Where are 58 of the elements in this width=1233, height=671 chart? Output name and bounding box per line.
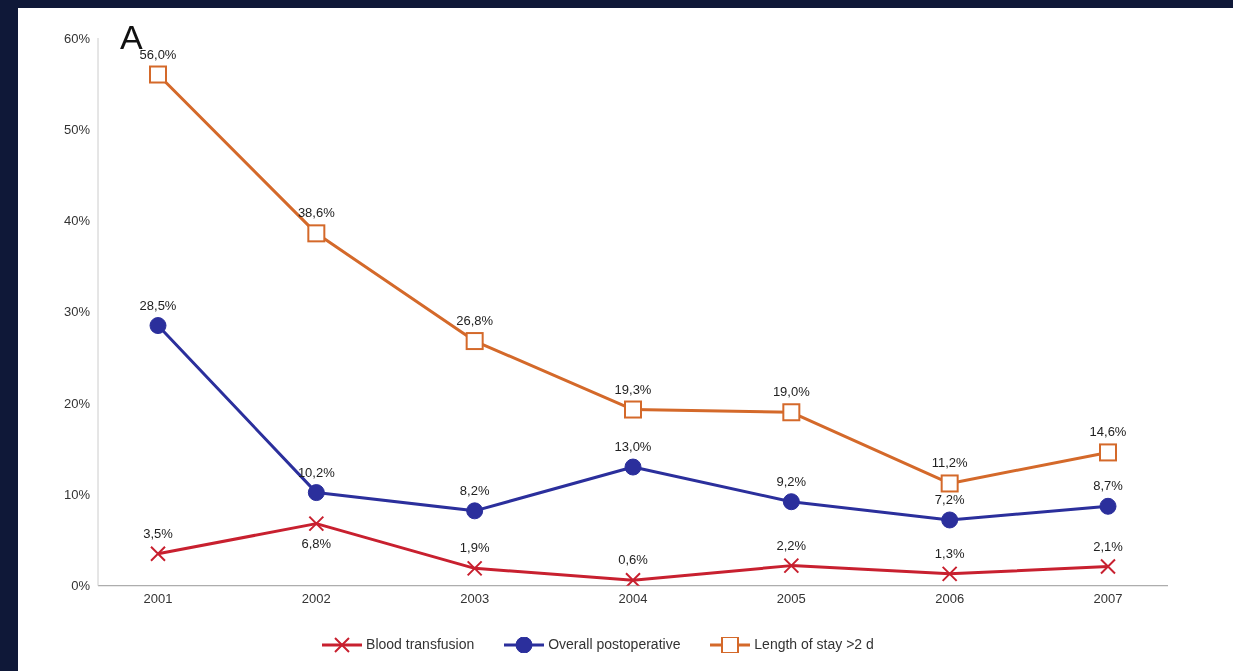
y-tick-label: 60% [63, 30, 91, 46]
data-label: 38,6% [297, 205, 336, 221]
point [307, 224, 326, 243]
point [149, 317, 167, 335]
x-tick-label: 2007 [1093, 590, 1123, 606]
point [624, 400, 642, 419]
data-label: 14,6% [1089, 424, 1127, 440]
y-tick-label: 40% [63, 213, 91, 229]
data-label: 19,3% [614, 381, 652, 397]
data-label: 26,8% [456, 313, 494, 329]
data-label: 13,0% [614, 439, 652, 455]
data-label: 7,2% [934, 491, 965, 507]
legend-label: Overall postoperative [547, 635, 681, 653]
data-label: 28,5% [139, 297, 177, 313]
y-tick-label: 20% [63, 395, 91, 411]
data-label: 9,2% [776, 473, 807, 489]
point [783, 557, 800, 574]
point [782, 493, 800, 511]
point [308, 515, 325, 532]
y-tick-label: 50% [63, 121, 91, 137]
point [1099, 497, 1117, 515]
point [1100, 558, 1116, 575]
data-label: 11,2% [931, 455, 969, 471]
point [782, 403, 801, 422]
point [624, 458, 642, 476]
data-label: 8,7% [1093, 478, 1124, 494]
y-tick-label: 10% [63, 487, 91, 503]
data-label: 8,2% [459, 482, 490, 498]
data-label: 2,2% [776, 537, 807, 553]
y-tick-label: 0% [71, 578, 91, 594]
data-label: 19,0% [772, 384, 811, 400]
x-tick-label: 2001 [143, 590, 173, 606]
y-tick-label: 30% [63, 304, 91, 320]
data-label: 3,5% [143, 525, 174, 541]
point [941, 511, 959, 529]
point [941, 565, 958, 582]
x-tick-label: 2006 [935, 590, 965, 606]
data-label: 1,3% [934, 545, 965, 561]
legend-label: Length of stay >2 d [753, 635, 874, 653]
data-label: 6,8% [301, 535, 332, 551]
point [940, 474, 959, 493]
x-tick-label: 2005 [776, 590, 806, 606]
point [625, 572, 641, 586]
x-tick-label: 2004 [618, 590, 648, 606]
point [466, 560, 483, 577]
x-tick-label: 2002 [301, 590, 331, 606]
data-label: 10,2% [297, 464, 336, 480]
point [466, 502, 484, 520]
point [465, 332, 484, 351]
data-label: 2,1% [1093, 538, 1124, 554]
legend-label: Blood transfusion [365, 635, 475, 653]
data-label: 1,9% [459, 540, 490, 556]
point [149, 65, 167, 84]
point [307, 484, 325, 502]
x-tick-label: 2003 [460, 590, 490, 606]
data-label: 0,6% [618, 552, 649, 568]
point [150, 545, 166, 562]
point [1099, 443, 1117, 462]
